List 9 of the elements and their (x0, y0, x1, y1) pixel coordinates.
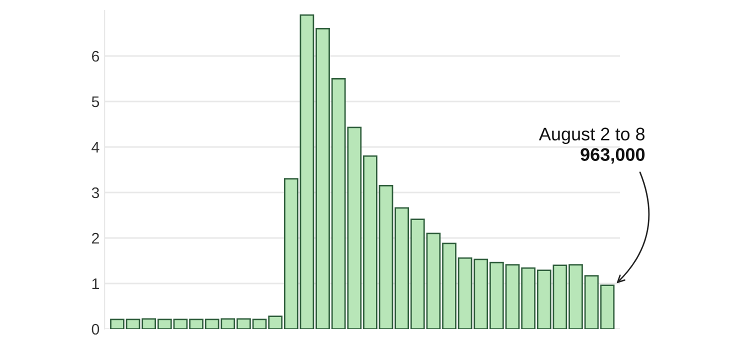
y-tick-label: 5 (92, 96, 100, 108)
y-tick-label: 0 (92, 324, 100, 335)
y-tick-label: 6 (92, 50, 100, 62)
y-tick-label: 1 (92, 278, 99, 290)
y-tick-label: 2 (92, 232, 99, 244)
annotation: August 2 to 8 (538, 128, 645, 144)
annotation: 963,000 (580, 148, 645, 164)
y-tick-label: 3 (92, 187, 100, 198)
y-tick-label: 4 (92, 142, 100, 153)
